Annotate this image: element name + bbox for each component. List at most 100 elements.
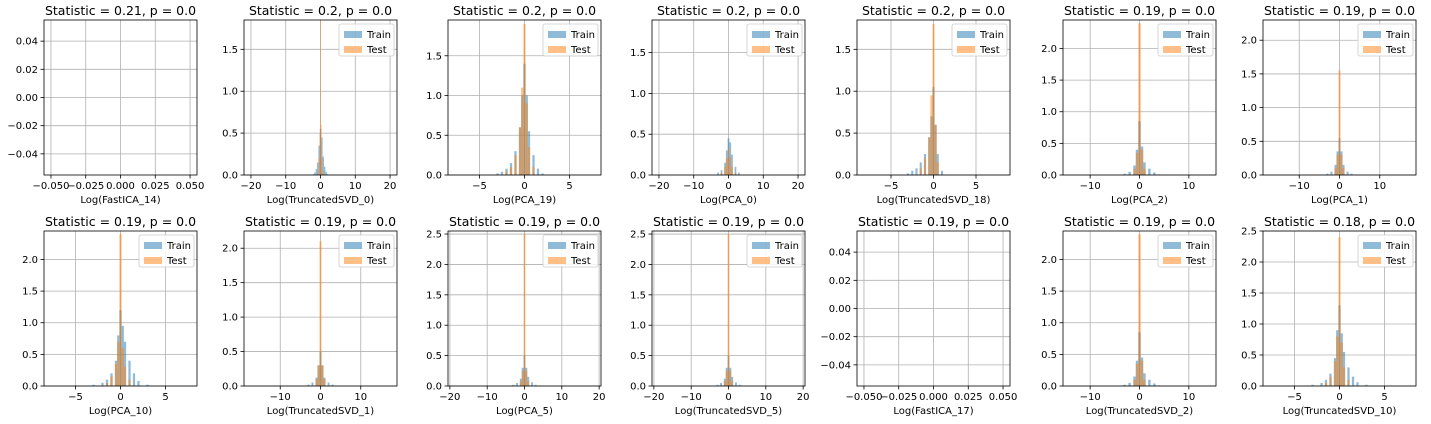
x-axis-label: Log(TruncatedSVD_5) bbox=[675, 406, 782, 417]
train-bar bbox=[1148, 379, 1151, 386]
subplot-2: −20 −10 0 10 20 0.0 0.5 1.0 1.5 Statistic = 0.2, … bbox=[222, 3, 398, 206]
train-bar bbox=[327, 382, 330, 386]
x-tick-label: −10 bbox=[275, 181, 296, 192]
test-bar bbox=[928, 137, 931, 175]
x-tick-label: 0 bbox=[317, 181, 323, 192]
y-tick-label: 1.5 bbox=[1241, 69, 1257, 80]
subplot-12: −0.050−0.025 0.000 0.025 0.050 −0.04 −0.02 0.0… bbox=[820, 214, 1017, 417]
x-tick-label: 5 bbox=[566, 181, 572, 192]
test-legend-swatch bbox=[1163, 257, 1181, 264]
x-tick-label: −20 bbox=[240, 181, 261, 192]
x-tick-label: −0.025 bbox=[880, 392, 917, 403]
train-legend-swatch bbox=[752, 31, 770, 38]
train-bar bbox=[1311, 384, 1314, 386]
test-legend-swatch bbox=[752, 46, 770, 53]
x-tick-label: 10 bbox=[354, 392, 367, 403]
train-legend-label: Train bbox=[366, 241, 391, 252]
y-tick-label: 0.0 bbox=[426, 382, 442, 393]
x-tick-label: 10 bbox=[555, 392, 568, 403]
train-legend-swatch bbox=[548, 31, 566, 38]
y-tick-label: 1.0 bbox=[835, 87, 851, 98]
x-axis-label: Log(TruncatedSVD_18) bbox=[877, 195, 991, 206]
train-bar bbox=[1365, 384, 1368, 386]
subplot-title: Statistic = 0.21, p = 0.0 bbox=[45, 3, 196, 18]
test-bar bbox=[518, 127, 522, 175]
y-tick-label: 0.5 bbox=[426, 351, 442, 362]
test-bar bbox=[521, 370, 524, 386]
y-tick-label: 0.0 bbox=[630, 171, 646, 182]
train-bar bbox=[1350, 173, 1353, 175]
test-bar bbox=[1140, 360, 1144, 386]
test-bar bbox=[1340, 154, 1343, 175]
subplot-title: Statistic = 0.19, p = 0.0 bbox=[245, 214, 396, 229]
test-bar bbox=[1338, 237, 1341, 386]
x-axis-label: Log(PCA_19) bbox=[493, 195, 556, 206]
x-axis-label: Log(PCA_1) bbox=[1311, 195, 1368, 206]
subplot-11: −20 −10 0 10 20 0.0 0.5 1.0 1.5 2.0 2.5 Statistic =… bbox=[630, 214, 809, 417]
subplot-title: Statistic = 0.2, p = 0.0 bbox=[453, 3, 596, 18]
y-tick-label: 0.5 bbox=[1041, 139, 1057, 150]
train-bar bbox=[146, 384, 149, 386]
y-tick-label: −0.04 bbox=[820, 360, 851, 371]
y-tick-label: 2.5 bbox=[426, 230, 442, 241]
x-axis-label: Log(TruncatedSVD_10) bbox=[1283, 406, 1397, 417]
test-bar bbox=[731, 381, 734, 386]
x-tick-label: 10 bbox=[1373, 181, 1386, 192]
legend: Train Test bbox=[746, 23, 803, 57]
test-bar bbox=[525, 103, 528, 175]
x-tick-label: 0 bbox=[930, 181, 936, 192]
train-bar bbox=[92, 384, 95, 386]
y-tick-label: 0.0 bbox=[222, 171, 238, 182]
x-tick-label: −10 bbox=[1080, 392, 1101, 403]
test-bar bbox=[1342, 367, 1346, 386]
subplot-title: Statistic = 0.2, p = 0.0 bbox=[862, 3, 1005, 18]
x-axis-label: Log(FastICA_17) bbox=[893, 406, 973, 417]
y-tick-label: 0.5 bbox=[835, 129, 851, 140]
test-legend-swatch bbox=[957, 46, 975, 53]
test-bar bbox=[734, 172, 737, 175]
y-tick-label: −0.04 bbox=[7, 149, 38, 160]
train-bar bbox=[132, 373, 136, 386]
test-legend-label: Test bbox=[1385, 256, 1406, 267]
train-legend-label: Train bbox=[979, 30, 1004, 41]
train-bar bbox=[911, 170, 914, 175]
y-tick-label: 0.5 bbox=[1041, 350, 1057, 361]
train-legend-swatch bbox=[1163, 31, 1181, 38]
subplot-title: Statistic = 0.2, p = 0.0 bbox=[249, 3, 392, 18]
y-tick-label: 1.0 bbox=[1241, 320, 1257, 331]
train-bar bbox=[940, 170, 944, 175]
test-bar bbox=[527, 381, 530, 386]
x-tick-label: 5 bbox=[1381, 392, 1387, 403]
y-tick-label: 0.5 bbox=[630, 130, 646, 141]
y-tick-label: 2.0 bbox=[1041, 255, 1057, 266]
test-bar bbox=[1340, 342, 1343, 386]
test-bar bbox=[1140, 149, 1144, 175]
train-legend-label: Train bbox=[1385, 30, 1410, 41]
test-legend-label: Test bbox=[166, 256, 187, 267]
subplot-4: −20 −10 0 10 20 0.0 0.5 1.0 1.5 Statistic = 0.2, … bbox=[630, 3, 806, 206]
test-bar bbox=[322, 170, 324, 175]
x-axis-label: Log(TruncatedSVD_2) bbox=[1086, 406, 1193, 417]
test-bar bbox=[731, 166, 733, 175]
test-bar bbox=[1336, 154, 1339, 175]
x-tick-label: 0 bbox=[521, 392, 527, 403]
y-tick-label: 1.0 bbox=[426, 321, 442, 332]
train-bar bbox=[1148, 168, 1151, 175]
x-axis-label: Log(PCA_5) bbox=[496, 406, 553, 417]
y-tick-label: 1.5 bbox=[22, 287, 38, 298]
subplot-5: −5 0 5 0.0 0.5 1.0 1.5 Statistic = 0.2, p = 0.0… bbox=[835, 3, 1011, 206]
test-bar bbox=[519, 381, 522, 386]
test-bar bbox=[919, 168, 922, 175]
test-bar bbox=[317, 170, 319, 175]
y-tick-label: 0.5 bbox=[1241, 351, 1257, 362]
x-tick-label: −20 bbox=[648, 181, 669, 192]
test-legend-swatch bbox=[144, 257, 162, 264]
test-bar bbox=[523, 23, 526, 175]
x-tick-label: −10 bbox=[270, 392, 291, 403]
x-tick-label: −10 bbox=[477, 392, 498, 403]
train-bar bbox=[512, 384, 515, 386]
x-tick-label: 0 bbox=[1336, 181, 1342, 192]
train-bar bbox=[1330, 171, 1333, 175]
x-tick-label: −5 bbox=[1287, 392, 1302, 403]
x-tick-label: 0.050 bbox=[989, 392, 1018, 403]
